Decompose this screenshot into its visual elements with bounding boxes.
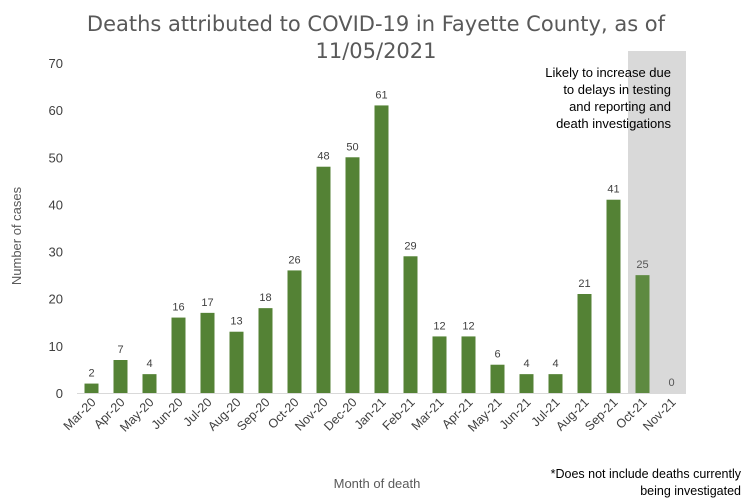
bar-aug-21 (577, 294, 592, 393)
data-label-sep-21: 41 (607, 184, 619, 196)
footnote-line-2: being investigated (640, 484, 741, 498)
y-axis-title: Number of cases (9, 186, 24, 285)
data-label-may-20: 4 (146, 358, 152, 370)
y-tick-label: 10 (49, 339, 63, 354)
note-line-1: Likely to increase due (545, 65, 671, 80)
data-label-nov-20: 48 (317, 151, 329, 163)
data-label-jan-21: 61 (375, 89, 387, 101)
data-label-oct-21: 25 (636, 259, 648, 271)
data-label-jun-21: 4 (523, 358, 529, 370)
data-label-may-21: 6 (494, 349, 500, 361)
bar-may-21 (490, 364, 505, 393)
bar-nov-20 (316, 166, 331, 393)
data-label-oct-20: 26 (288, 254, 300, 266)
bar-jul-21 (548, 374, 563, 393)
bar-mar-21 (432, 336, 447, 393)
data-label-jul-20: 17 (201, 297, 213, 309)
bar-may-20 (142, 374, 157, 393)
bar-jul-20 (200, 312, 215, 393)
data-label-feb-21: 29 (404, 240, 416, 252)
x-axis-title: Month of death (334, 476, 421, 491)
data-label-mar-21: 12 (433, 320, 445, 332)
y-tick-label: 30 (49, 245, 63, 260)
y-tick-label: 40 (49, 197, 63, 212)
bar-jun-20 (171, 317, 186, 393)
chart-title-line-2: 11/05/2021 (315, 39, 436, 63)
bars (84, 105, 650, 393)
chart-title-line-1: Deaths attributed to COVID-19 in Fayette… (87, 12, 666, 36)
y-tick-label: 20 (49, 292, 63, 307)
y-tick-label: 70 (49, 56, 63, 71)
data-label-sep-20: 18 (259, 292, 271, 304)
data-label-dec-20: 50 (346, 141, 358, 153)
data-label-aug-21: 21 (578, 278, 590, 290)
data-label-nov-21: 0 (668, 377, 674, 389)
footnote: *Does not include deaths currently being… (551, 467, 742, 498)
note-line-4: death investigations (556, 116, 671, 131)
bar-jan-21 (374, 105, 389, 393)
y-tick-label: 60 (49, 103, 63, 118)
data-label-aug-20: 13 (230, 316, 242, 328)
y-tick-label: 0 (56, 386, 63, 401)
data-label-apr-21: 12 (462, 320, 474, 332)
data-label-jul-21: 4 (552, 358, 558, 370)
note-line-2: to delays in testing (563, 82, 671, 97)
y-tick-label: 50 (49, 150, 63, 165)
footnote-line-1: *Does not include deaths currently (551, 467, 742, 481)
bar-mar-20 (84, 383, 99, 393)
chart-title: Deaths attributed to COVID-19 in Fayette… (87, 12, 666, 63)
bar-apr-20 (113, 360, 128, 393)
shaded-region-note: Likely to increase due to delays in test… (545, 65, 671, 131)
bar-dec-20 (345, 157, 360, 393)
bar-oct-21 (635, 275, 650, 393)
data-labels: 2 7 4 16 17 13 18 26 48 50 61 29 12 12 6 4 4 21 41 25 0 (88, 89, 674, 389)
bar-feb-21 (403, 256, 418, 393)
bar-aug-20 (229, 331, 244, 393)
data-label-apr-20: 7 (117, 344, 123, 356)
bar-apr-21 (461, 336, 476, 393)
bar-jun-21 (519, 374, 534, 393)
bar-sep-20 (258, 308, 273, 393)
y-axis-ticks: 0 10 20 30 40 50 60 70 (49, 56, 63, 401)
bar-oct-20 (287, 270, 302, 393)
bar-sep-21 (606, 199, 621, 393)
data-label-mar-20: 2 (88, 368, 94, 380)
note-line-3: and reporting and (569, 99, 671, 114)
data-label-jun-20: 16 (172, 302, 184, 314)
